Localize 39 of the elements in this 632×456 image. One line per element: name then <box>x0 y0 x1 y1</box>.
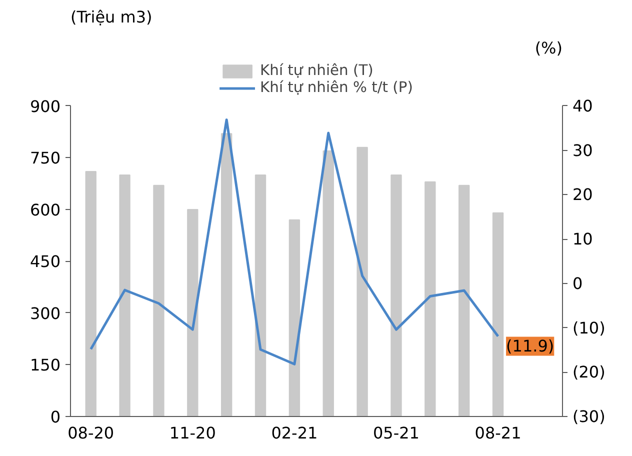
bar <box>424 181 436 416</box>
y2-tick-label: 20 <box>572 185 593 204</box>
y-tick-label: 600 <box>30 200 61 220</box>
x-tick-label: 02-21 <box>271 424 318 442</box>
bar <box>458 184 470 416</box>
bar <box>119 174 130 416</box>
y-tick-label: 750 <box>30 148 61 168</box>
y-tick-label: 300 <box>30 304 61 323</box>
legend-label: Khí tự nhiên % t/t (P) <box>260 79 413 96</box>
bar <box>153 184 164 416</box>
y-tick-label: 450 <box>30 252 61 272</box>
bar <box>492 212 504 416</box>
x-tick-label: 11-20 <box>169 424 216 442</box>
y2-tick-label: 30 <box>572 140 593 160</box>
bar <box>220 133 232 416</box>
y-tick-label: 900 <box>30 96 61 116</box>
x-tick-label: 05-21 <box>372 424 420 442</box>
data-label: (11.9) <box>506 336 554 356</box>
line-series <box>90 118 500 366</box>
bar <box>356 146 368 416</box>
bar <box>254 174 266 416</box>
y2-axis-title: (%) <box>534 38 562 58</box>
bar <box>390 174 402 416</box>
y-tick-label: 0 <box>50 408 61 426</box>
bar <box>187 208 198 416</box>
y2-tick-label: 10 <box>572 230 593 249</box>
y-tick-label: 150 <box>30 356 61 375</box>
bar <box>322 150 334 416</box>
y2-tick-label: (30) <box>572 407 606 426</box>
x-tick-label: 08-20 <box>68 424 114 442</box>
y-axis-title: (Triệu m3) <box>70 8 152 26</box>
y2-tick-label: 40 <box>572 96 593 116</box>
bar <box>85 171 96 416</box>
legend-label: Khí tự nhiên (T) <box>260 62 374 79</box>
x-tick-label: 08-21 <box>474 424 522 442</box>
y2-tick-label: 0 <box>572 274 583 293</box>
y2-tick-label: (20) <box>572 362 606 382</box>
bar <box>288 219 300 416</box>
y2-tick-label: (10) <box>572 318 606 338</box>
